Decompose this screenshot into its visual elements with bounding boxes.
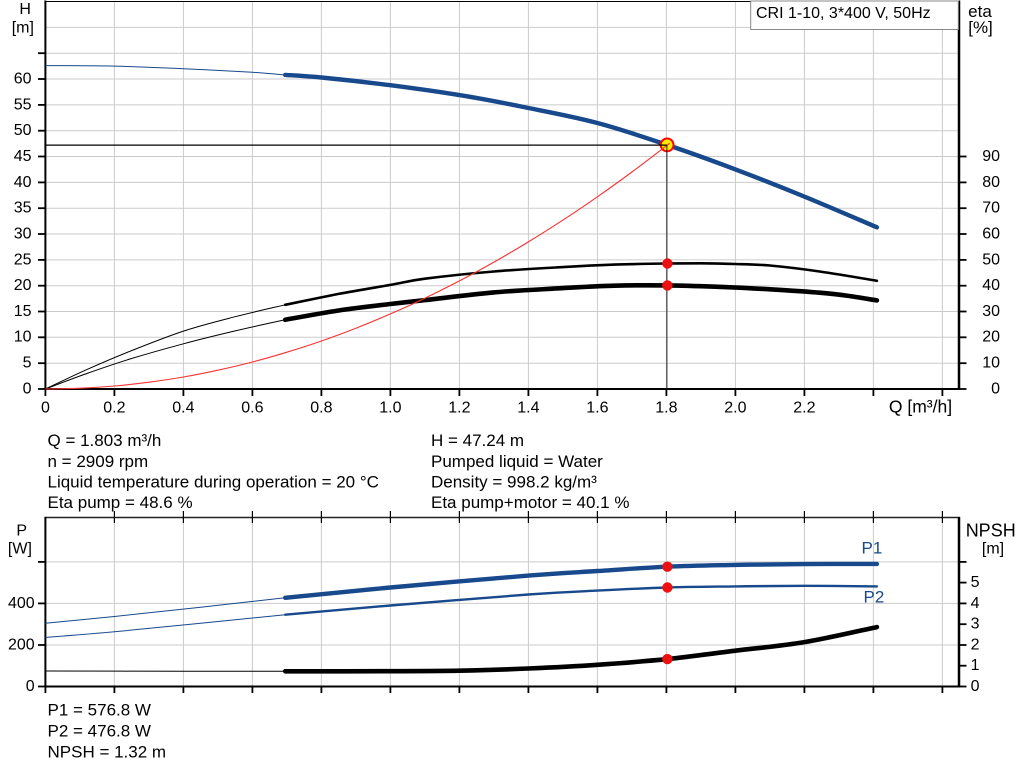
svg-text:0: 0 xyxy=(23,380,32,397)
svg-text:H: H xyxy=(19,1,31,18)
svg-text:P1 = 576.8 W: P1 = 576.8 W xyxy=(48,700,151,719)
svg-text:H = 47.24 m: H = 47.24 m xyxy=(431,431,524,450)
svg-text:10: 10 xyxy=(982,355,1000,372)
svg-text:1.4: 1.4 xyxy=(517,400,539,417)
svg-text:1.8: 1.8 xyxy=(655,400,677,417)
svg-text:P1: P1 xyxy=(862,539,883,558)
svg-text:Density = 998.2 kg/m³: Density = 998.2 kg/m³ xyxy=(431,472,597,491)
svg-text:[%]: [%] xyxy=(968,18,993,37)
svg-text:NPSH = 1.32 m: NPSH = 1.32 m xyxy=(48,743,167,762)
svg-text:Pumped liquid = Water: Pumped liquid = Water xyxy=(431,452,603,471)
svg-text:[W]: [W] xyxy=(8,540,32,557)
svg-text:1.0: 1.0 xyxy=(379,400,401,417)
svg-text:P: P xyxy=(16,523,27,540)
svg-text:Q [m³/h]: Q [m³/h] xyxy=(889,397,952,417)
svg-text:40: 40 xyxy=(982,277,1000,294)
svg-text:NPSH: NPSH xyxy=(966,521,1016,541)
svg-text:35: 35 xyxy=(14,200,32,217)
svg-text:1.6: 1.6 xyxy=(586,400,608,417)
svg-text:40: 40 xyxy=(14,174,32,191)
svg-text:2: 2 xyxy=(971,636,980,653)
svg-text:90: 90 xyxy=(982,148,1000,165)
svg-text:Eta pump = 48.6 %: Eta pump = 48.6 % xyxy=(48,493,193,512)
svg-text:45: 45 xyxy=(14,148,32,165)
svg-text:60: 60 xyxy=(14,70,32,87)
svg-text:5: 5 xyxy=(971,574,980,591)
svg-text:n = 2909 rpm: n = 2909 rpm xyxy=(48,452,149,471)
svg-text:2.2: 2.2 xyxy=(793,400,815,417)
svg-text:50: 50 xyxy=(982,251,1000,268)
svg-text:0: 0 xyxy=(971,678,980,695)
svg-text:80: 80 xyxy=(982,174,1000,191)
svg-text:[m]: [m] xyxy=(982,541,1004,558)
svg-text:eta: eta xyxy=(968,2,992,21)
svg-text:Eta pump+motor = 40.1 %: Eta pump+motor = 40.1 % xyxy=(431,493,629,512)
svg-text:400: 400 xyxy=(8,595,35,612)
svg-text:30: 30 xyxy=(982,303,1000,320)
svg-text:0: 0 xyxy=(41,400,50,417)
svg-text:5: 5 xyxy=(23,355,32,372)
svg-text:Q = 1.803 m³/h: Q = 1.803 m³/h xyxy=(48,431,162,450)
svg-text:70: 70 xyxy=(982,200,1000,217)
svg-text:200: 200 xyxy=(8,636,35,653)
svg-text:P2: P2 xyxy=(864,588,885,607)
svg-text:50: 50 xyxy=(14,122,32,139)
svg-text:2.0: 2.0 xyxy=(724,400,746,417)
svg-text:30: 30 xyxy=(14,225,32,242)
svg-text:CRI 1-10, 3*400 V, 50Hz: CRI 1-10, 3*400 V, 50Hz xyxy=(756,5,931,22)
svg-text:15: 15 xyxy=(14,303,32,320)
svg-text:60: 60 xyxy=(982,225,1000,242)
svg-text:10: 10 xyxy=(14,329,32,346)
svg-text:0.8: 0.8 xyxy=(310,400,332,417)
svg-text:3: 3 xyxy=(971,616,980,633)
svg-text:0.2: 0.2 xyxy=(103,400,125,417)
svg-text:0.4: 0.4 xyxy=(172,400,194,417)
svg-text:20: 20 xyxy=(982,329,1000,346)
svg-text:0.6: 0.6 xyxy=(241,400,263,417)
svg-text:25: 25 xyxy=(14,251,32,268)
svg-text:20: 20 xyxy=(14,277,32,294)
svg-text:0: 0 xyxy=(26,678,35,695)
svg-text:4: 4 xyxy=(971,595,980,612)
svg-text:1.2: 1.2 xyxy=(448,400,470,417)
svg-text:Liquid temperature during oper: Liquid temperature during operation = 20… xyxy=(48,472,379,491)
svg-text:[m]: [m] xyxy=(12,20,34,37)
svg-text:1: 1 xyxy=(971,657,980,674)
svg-text:P2 = 476.8 W: P2 = 476.8 W xyxy=(48,721,151,740)
svg-text:55: 55 xyxy=(14,96,32,113)
svg-text:0: 0 xyxy=(991,380,1000,397)
